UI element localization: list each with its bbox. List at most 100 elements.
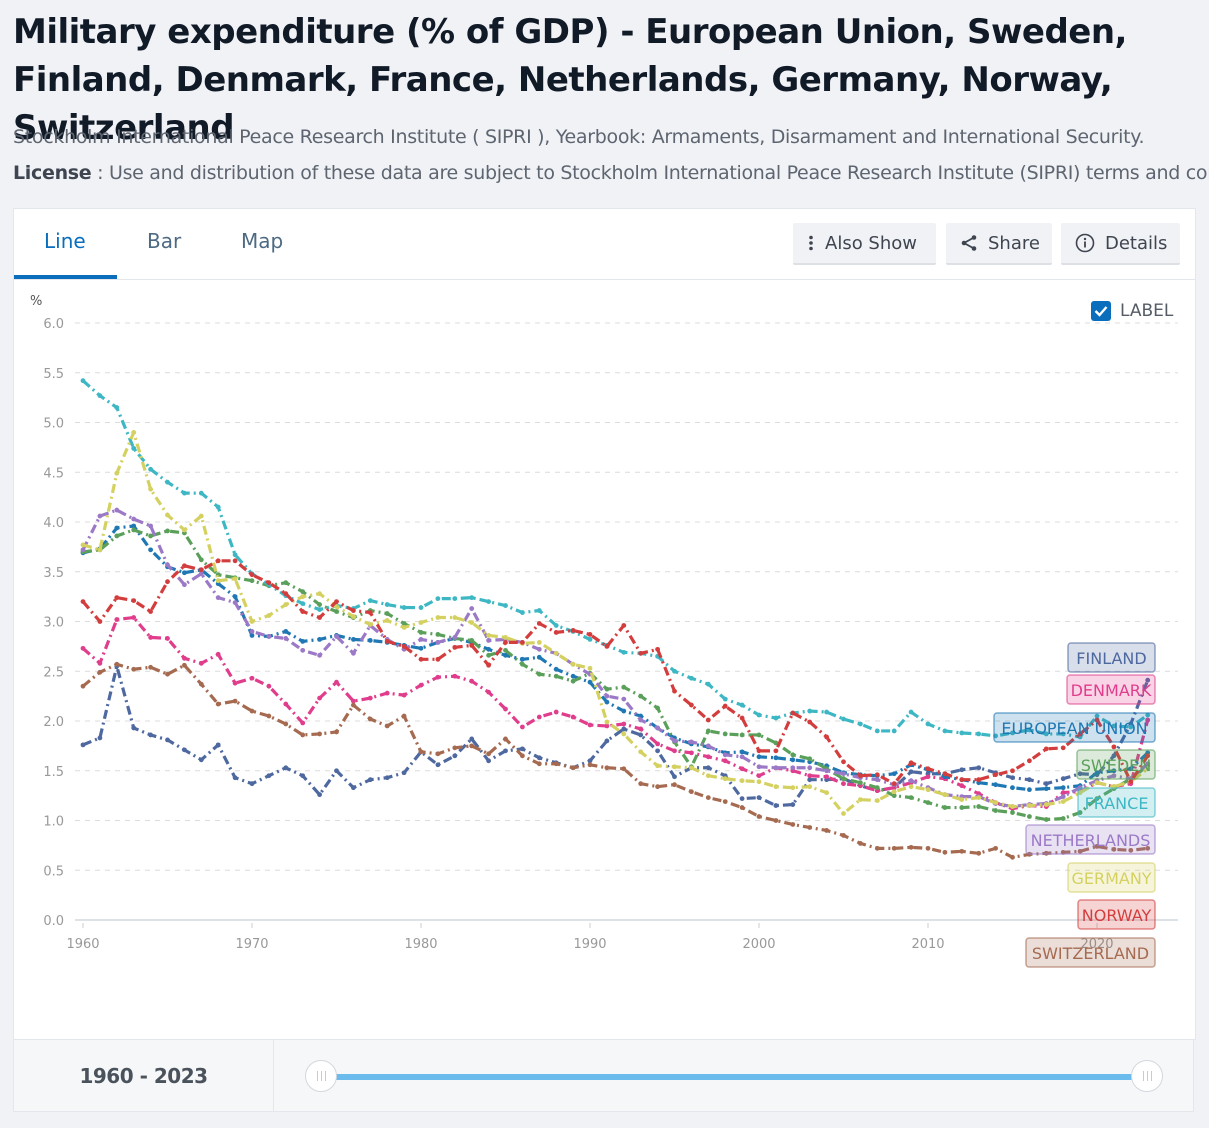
data-point[interactable]	[807, 825, 813, 830]
data-point[interactable]	[148, 533, 154, 539]
data-point[interactable]	[367, 695, 373, 701]
data-point[interactable]	[182, 747, 187, 753]
data-point[interactable]	[266, 773, 272, 779]
data-point[interactable]	[97, 513, 103, 519]
data-point[interactable]	[858, 840, 863, 846]
data-point[interactable]	[300, 589, 306, 595]
data-point[interactable]	[925, 721, 931, 727]
data-point[interactable]	[1111, 753, 1117, 759]
data-point[interactable]	[976, 850, 982, 856]
data-point[interactable]	[756, 732, 762, 738]
data-point[interactable]	[925, 774, 931, 780]
data-point[interactable]	[891, 845, 897, 851]
data-point[interactable]	[503, 652, 508, 658]
data-point[interactable]	[672, 668, 677, 674]
data-point[interactable]	[790, 822, 796, 827]
data-point[interactable]	[367, 598, 373, 604]
data-point[interactable]	[452, 753, 458, 759]
data-point[interactable]	[908, 795, 914, 801]
data-point[interactable]	[773, 715, 779, 721]
data-point[interactable]	[655, 725, 660, 731]
data-point[interactable]	[131, 516, 137, 522]
data-point[interactable]	[435, 596, 441, 602]
data-point[interactable]	[722, 799, 728, 804]
share-button[interactable]: Share	[946, 223, 1052, 265]
data-point[interactable]	[486, 758, 491, 764]
data-point[interactable]	[908, 844, 914, 850]
data-point[interactable]	[232, 594, 238, 600]
data-point[interactable]	[959, 805, 965, 810]
data-point[interactable]	[486, 662, 491, 668]
data-point[interactable]	[587, 679, 593, 685]
data-point[interactable]	[824, 790, 829, 796]
data-point[interactable]	[874, 798, 880, 803]
data-point[interactable]	[908, 709, 914, 715]
data-point[interactable]	[182, 582, 187, 588]
data-point[interactable]	[570, 628, 576, 633]
data-point[interactable]	[587, 632, 593, 637]
tab-map[interactable]: Map	[241, 229, 284, 253]
data-point[interactable]	[503, 706, 508, 712]
data-point[interactable]	[655, 748, 660, 754]
data-point[interactable]	[266, 713, 272, 719]
data-point[interactable]	[959, 797, 965, 803]
data-point[interactable]	[249, 781, 255, 787]
data-point[interactable]	[334, 729, 339, 735]
data-point[interactable]	[114, 405, 120, 410]
data-point[interactable]	[182, 655, 187, 661]
data-point[interactable]	[655, 741, 660, 747]
data-point[interactable]	[536, 714, 542, 720]
data-point[interactable]	[638, 693, 644, 699]
data-point[interactable]	[621, 708, 627, 714]
data-point[interactable]	[722, 731, 728, 737]
data-point[interactable]	[198, 660, 204, 666]
data-point[interactable]	[1010, 730, 1015, 736]
data-point[interactable]	[739, 715, 745, 721]
data-point[interactable]	[486, 652, 491, 658]
data-point[interactable]	[1145, 712, 1151, 718]
data-point[interactable]	[587, 758, 593, 764]
data-point[interactable]	[824, 768, 829, 774]
data-point[interactable]	[672, 738, 677, 744]
data-point[interactable]	[587, 762, 593, 768]
data-point[interactable]	[553, 666, 559, 672]
data-point[interactable]	[351, 650, 356, 656]
data-point[interactable]	[435, 751, 441, 757]
data-point[interactable]	[520, 661, 525, 667]
label-checkbox[interactable]	[1091, 301, 1111, 321]
data-point[interactable]	[1094, 713, 1100, 719]
data-point[interactable]	[249, 578, 255, 584]
data-point[interactable]	[249, 572, 255, 578]
data-point[interactable]	[165, 737, 170, 743]
data-point[interactable]	[80, 742, 86, 748]
data-point[interactable]	[283, 765, 289, 771]
data-point[interactable]	[198, 567, 204, 573]
data-point[interactable]	[435, 615, 441, 620]
data-point[interactable]	[317, 602, 322, 607]
data-point[interactable]	[503, 635, 508, 640]
data-point[interactable]	[1010, 768, 1015, 774]
data-point[interactable]	[570, 714, 576, 720]
data-point[interactable]	[97, 547, 103, 553]
data-point[interactable]	[131, 615, 137, 620]
data-point[interactable]	[604, 723, 610, 729]
data-point[interactable]	[317, 652, 322, 658]
data-point[interactable]	[452, 673, 458, 679]
data-point[interactable]	[925, 787, 931, 793]
data-point[interactable]	[334, 634, 339, 639]
data-point[interactable]	[874, 785, 880, 791]
license-body[interactable]: : Use and distribution of these data are…	[91, 162, 1209, 184]
range-end-handle[interactable]	[1131, 1060, 1163, 1092]
data-point[interactable]	[283, 701, 289, 707]
data-point[interactable]	[807, 773, 813, 779]
data-point[interactable]	[1043, 802, 1049, 807]
data-point[interactable]	[1145, 845, 1151, 851]
data-point[interactable]	[773, 748, 779, 754]
data-point[interactable]	[435, 674, 441, 680]
data-point[interactable]	[198, 681, 204, 687]
data-point[interactable]	[638, 781, 644, 787]
data-point[interactable]	[705, 717, 711, 723]
data-point[interactable]	[1043, 781, 1049, 787]
also-show-button[interactable]: Also Show	[793, 223, 936, 265]
data-point[interactable]	[1128, 847, 1134, 853]
